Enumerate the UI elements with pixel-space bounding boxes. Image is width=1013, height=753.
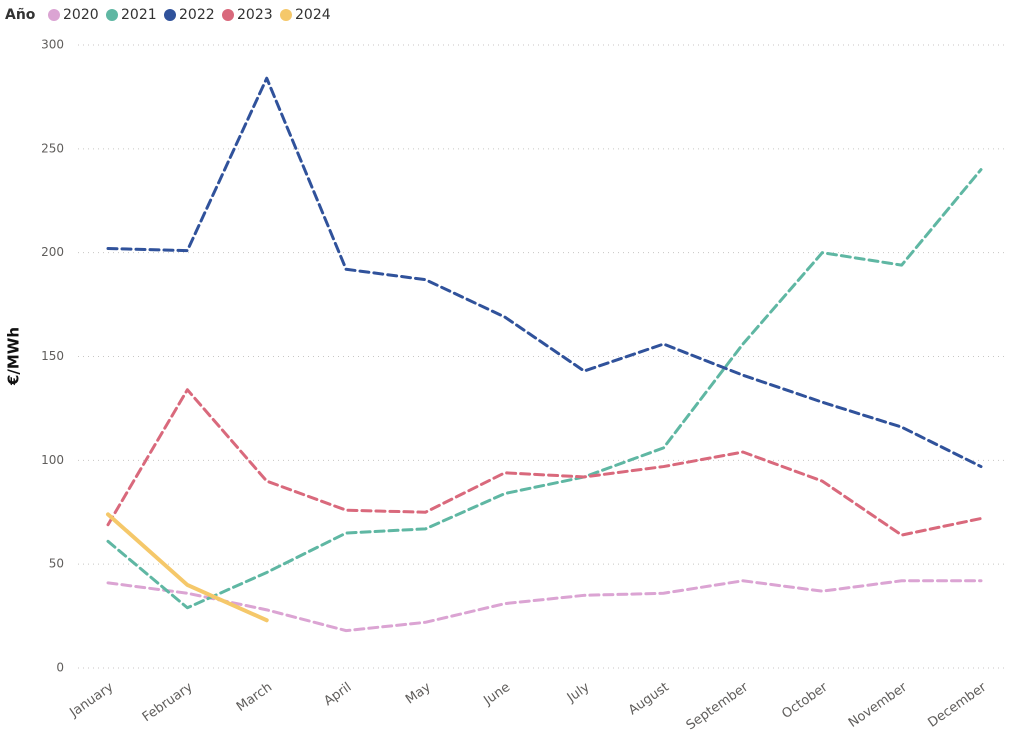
y-tick-label: 250 — [41, 141, 64, 155]
series-line — [106, 388, 983, 537]
x-tick-label: May — [403, 680, 434, 708]
legend-marker — [164, 9, 176, 21]
y-tick-label: 150 — [41, 349, 64, 363]
legend-title: Año — [5, 7, 36, 23]
legend-marker — [280, 9, 292, 21]
y-tick-label: 0 — [56, 661, 64, 675]
x-tick-label: August — [626, 680, 672, 718]
x-tick-label: April — [321, 680, 354, 709]
legend-label: 2022 — [179, 7, 215, 23]
x-tick-label: February — [140, 680, 196, 726]
series-line — [106, 168, 983, 610]
series-line — [106, 579, 983, 633]
legend-label: 2021 — [121, 7, 157, 23]
legend-label: 2024 — [295, 7, 331, 23]
x-tick-label: September — [684, 679, 752, 733]
legend-marker — [48, 9, 60, 21]
legend-marker — [106, 9, 118, 21]
series-line — [106, 76, 983, 469]
x-tick-label: November — [846, 679, 911, 730]
legend-label: 2023 — [237, 7, 273, 23]
x-tick-label: January — [66, 680, 116, 721]
x-tick-label: July — [564, 680, 593, 706]
series-line — [106, 512, 269, 623]
y-axis-title: €/MWh — [5, 327, 23, 386]
legend-marker — [222, 9, 234, 21]
y-tick-label: 300 — [41, 38, 64, 52]
y-tick-label: 200 — [41, 245, 64, 259]
x-tick-label: December — [925, 679, 989, 730]
legend-label: 2020 — [63, 7, 99, 23]
y-tick-label: 50 — [49, 557, 64, 571]
x-tick-label: June — [481, 680, 514, 709]
y-tick-label: 100 — [41, 453, 64, 467]
x-tick-label: March — [234, 680, 275, 715]
x-tick-label: October — [779, 679, 831, 722]
